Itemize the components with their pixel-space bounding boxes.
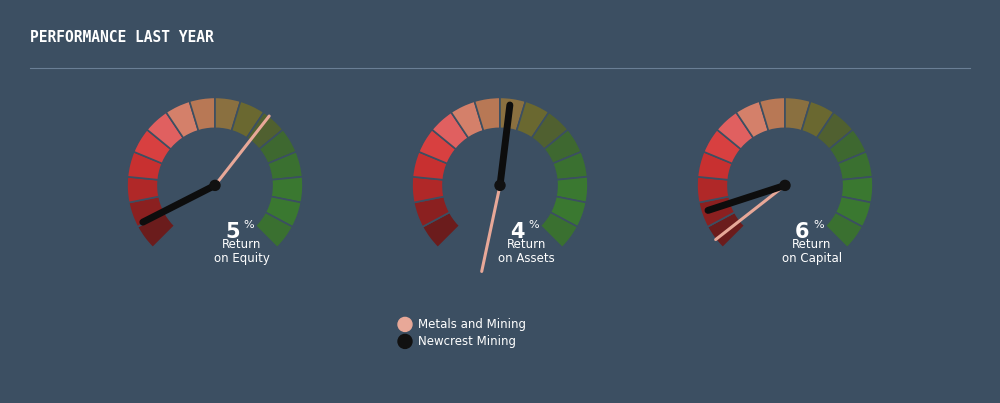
Wedge shape bbox=[215, 98, 241, 131]
Wedge shape bbox=[699, 197, 735, 227]
Circle shape bbox=[780, 181, 790, 190]
Wedge shape bbox=[265, 197, 301, 227]
Wedge shape bbox=[556, 177, 588, 203]
Wedge shape bbox=[717, 112, 753, 149]
Text: %: % bbox=[244, 220, 254, 231]
Wedge shape bbox=[147, 112, 183, 149]
Circle shape bbox=[495, 181, 505, 190]
Wedge shape bbox=[271, 177, 303, 203]
Text: on Assets: on Assets bbox=[498, 252, 555, 265]
Wedge shape bbox=[127, 177, 159, 203]
Wedge shape bbox=[544, 129, 581, 164]
Circle shape bbox=[398, 318, 412, 331]
Wedge shape bbox=[704, 129, 741, 164]
Wedge shape bbox=[414, 197, 450, 227]
Wedge shape bbox=[247, 112, 283, 149]
Text: on Capital: on Capital bbox=[782, 252, 842, 265]
Wedge shape bbox=[255, 212, 293, 247]
Wedge shape bbox=[697, 177, 729, 203]
Wedge shape bbox=[268, 152, 303, 180]
Text: 5: 5 bbox=[225, 222, 240, 242]
Wedge shape bbox=[232, 101, 264, 138]
Wedge shape bbox=[129, 197, 165, 227]
Wedge shape bbox=[697, 152, 732, 180]
Wedge shape bbox=[540, 212, 578, 247]
Wedge shape bbox=[553, 152, 588, 180]
Text: Return: Return bbox=[222, 238, 261, 251]
Wedge shape bbox=[419, 129, 456, 164]
Wedge shape bbox=[829, 129, 866, 164]
Text: Return: Return bbox=[507, 238, 546, 251]
Wedge shape bbox=[451, 101, 483, 138]
Wedge shape bbox=[841, 177, 873, 203]
Wedge shape bbox=[532, 112, 568, 149]
Wedge shape bbox=[412, 177, 444, 203]
Wedge shape bbox=[474, 98, 500, 131]
Wedge shape bbox=[137, 212, 175, 247]
Wedge shape bbox=[189, 98, 215, 131]
Circle shape bbox=[210, 181, 220, 190]
Circle shape bbox=[398, 334, 412, 349]
Wedge shape bbox=[759, 98, 785, 131]
Text: Metals and Mining: Metals and Mining bbox=[418, 318, 526, 331]
Wedge shape bbox=[517, 101, 549, 138]
Wedge shape bbox=[785, 98, 811, 131]
Text: %: % bbox=[814, 220, 824, 231]
Wedge shape bbox=[550, 197, 586, 227]
Wedge shape bbox=[838, 152, 873, 180]
Text: PERFORMANCE LAST YEAR: PERFORMANCE LAST YEAR bbox=[30, 30, 214, 45]
Wedge shape bbox=[500, 98, 526, 131]
Text: 6: 6 bbox=[795, 222, 810, 242]
Text: Return: Return bbox=[792, 238, 831, 251]
Wedge shape bbox=[422, 212, 460, 247]
Wedge shape bbox=[127, 152, 162, 180]
Wedge shape bbox=[432, 112, 468, 149]
Wedge shape bbox=[134, 129, 171, 164]
Wedge shape bbox=[259, 129, 296, 164]
Wedge shape bbox=[835, 197, 871, 227]
Text: 4: 4 bbox=[510, 222, 525, 242]
Text: Newcrest Mining: Newcrest Mining bbox=[418, 335, 516, 348]
Text: %: % bbox=[529, 220, 539, 231]
Wedge shape bbox=[412, 152, 447, 180]
Text: on Equity: on Equity bbox=[214, 252, 270, 265]
Wedge shape bbox=[166, 101, 198, 138]
Wedge shape bbox=[707, 212, 745, 247]
Wedge shape bbox=[825, 212, 863, 247]
Wedge shape bbox=[736, 101, 768, 138]
Wedge shape bbox=[802, 101, 834, 138]
Wedge shape bbox=[817, 112, 853, 149]
